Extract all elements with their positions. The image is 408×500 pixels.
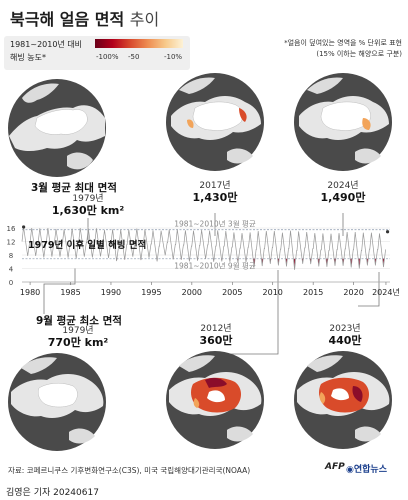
legend-line2: 해빙 농도* — [10, 53, 46, 62]
connector-2023 — [358, 272, 380, 307]
globe-2017 — [166, 73, 264, 171]
march-max-value: 1,630만 km² — [51, 204, 125, 217]
label-2012-value: 360만 — [199, 334, 233, 347]
x-tick-label: 2010 — [263, 288, 283, 297]
legend-line1: 1981~2010년 대비 — [10, 40, 83, 49]
byline: 김영은 기자 20240617 — [6, 488, 99, 498]
x-tick-label: 2015 — [303, 288, 323, 297]
title-main: 북극해 얼음 면적 — [10, 10, 125, 29]
label-2024-year: 2024년 — [327, 181, 359, 191]
legend-color-bar — [95, 39, 183, 48]
point-1979-march — [22, 225, 26, 229]
sept-min-year: 1979년 — [62, 326, 94, 336]
footnote-line1: *얼음이 덮여있는 영역을 % 단위로 표현 — [284, 39, 402, 47]
legend-tick-min: -100% — [96, 53, 119, 61]
label-2017: 2017년 1,430만 — [185, 180, 245, 205]
label-2012-year: 2012년 — [200, 324, 232, 334]
chart-title: 1979년 이후 일별 해빙 면적 — [28, 239, 146, 251]
sept-min-value: 770만 km² — [47, 336, 109, 349]
label-2023-value: 440만 — [328, 334, 362, 347]
x-tick-label: 2000 — [182, 288, 202, 297]
reference-line-label: 1981~2010년 9월 평균 — [174, 261, 256, 271]
legend-tick-mid: -50 — [128, 53, 140, 61]
source-text: 자료: 코페르니쿠스 기후변화연구소(C3S), 미국 국립해양대기관리국(NO… — [8, 466, 251, 475]
footnote-line2: (15% 이하는 해양으로 구분) — [316, 50, 402, 58]
globe-2024-march — [294, 73, 392, 171]
globe-1979-march — [8, 79, 106, 177]
label-2017-year: 2017년 — [199, 181, 231, 191]
afp-logo: AFP — [325, 462, 345, 472]
march-max-heading: 3월 평균 최대 면적 — [31, 182, 117, 194]
connector-2012 — [230, 270, 279, 355]
label-2023: 2023년 440만 — [315, 323, 375, 348]
chart-area: 0 4 8 12 16 1981~2010년 3월 평균 1981~2010년 9월 평균 1… — [7, 219, 400, 297]
y-tick-label: 4 — [9, 266, 14, 274]
march-max-year: 1979년 — [72, 194, 104, 204]
globe-2012 — [166, 351, 264, 449]
y-tick-label: 0 — [9, 279, 13, 287]
x-tick-label: 1985 — [60, 288, 80, 297]
reference-line-label: 1981~2010년 3월 평균 — [174, 219, 256, 229]
x-tick-label: 1990 — [101, 288, 121, 297]
footnote: *얼음이 덮여있는 영역을 % 단위로 표현 (15% 이하는 해양으로 구분) — [284, 38, 402, 60]
x-tick-label: 2005 — [222, 288, 242, 297]
label-2024: 2024년 1,490만 — [313, 180, 373, 205]
page-title: 북극해 얼음 면적 추이 — [10, 6, 159, 30]
march-max-label: 1979년 1,630만 km² — [38, 193, 138, 218]
x-tick-label: 1980 — [20, 288, 40, 297]
yonhap-logo: ◉연합뉴스 — [346, 465, 387, 475]
connector-1979-sept — [43, 268, 76, 314]
x-tick-label: 2024년 — [372, 287, 400, 297]
y-tick-label: 8 — [9, 252, 13, 260]
sept-min-label: 1979년 770만 km² — [38, 325, 118, 350]
point-2024-march — [385, 230, 390, 234]
label-2012: 2012년 360만 — [186, 323, 246, 348]
y-tick-label: 16 — [7, 225, 16, 233]
y-tick-label: 12 — [7, 239, 16, 247]
sept-min-heading: 9월 평균 최소 면적 — [36, 315, 122, 327]
globe-2023 — [294, 351, 392, 449]
legend-tick-max: -10% — [164, 53, 183, 61]
globe-1979-sept — [8, 353, 106, 451]
label-2024-value: 1,490만 — [320, 191, 366, 204]
label-2023-year: 2023년 — [329, 324, 361, 334]
title-sub: 추이 — [129, 10, 160, 29]
label-2017-value: 1,430만 — [192, 191, 238, 204]
x-tick-label: 1995 — [141, 288, 161, 297]
series-line — [21, 226, 386, 270]
x-tick-label: 2020 — [343, 288, 363, 297]
